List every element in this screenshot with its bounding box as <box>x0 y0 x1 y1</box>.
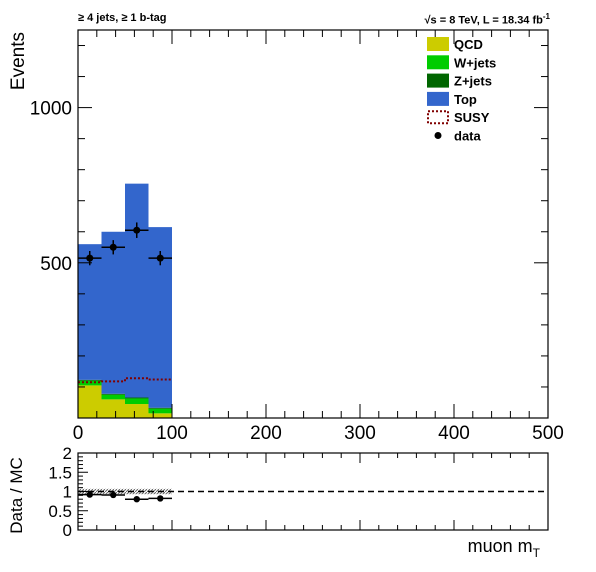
bar-qcd-bin-1 <box>101 399 125 418</box>
bar-zjets-bin-3 <box>148 407 172 409</box>
x-tick-label-400: 400 <box>438 423 470 444</box>
x-tick-label-300: 300 <box>344 423 376 444</box>
ratio-point-2 <box>133 496 140 503</box>
x-tick-label-100: 100 <box>156 423 188 444</box>
ratio-y-tick-label-1: 1 <box>63 483 72 502</box>
data-point-0 <box>86 254 94 262</box>
bar-qcd-bin-3 <box>148 413 172 418</box>
energy-lumi-label: √s = 8 TeV, L = 18.34 fb-1 <box>425 12 550 27</box>
bar-top-bin-1 <box>101 231 125 394</box>
bar-wjets-bin-0 <box>78 380 102 386</box>
ratio-y-tick-label-2: 2 <box>63 444 72 463</box>
bar-top-bin-0 <box>78 244 102 380</box>
bar-wjets-bin-1 <box>101 394 125 400</box>
susy-line <box>78 377 172 384</box>
legend-swatch-zjets <box>427 73 449 88</box>
data-point-1 <box>109 243 117 251</box>
ratio-y-axis-label: Data / MC <box>7 457 26 534</box>
ratio-panel: 00.511.52 Data / MC muon mT <box>7 444 549 560</box>
bar-zjets-bin-1 <box>101 393 125 395</box>
ratio-y-tick-label-0.5: 0.5 <box>48 502 72 521</box>
legend-swatch-top <box>427 91 449 106</box>
legend-label-1: W+jets <box>454 55 496 70</box>
ratio-y-tick-label-1.5: 1.5 <box>48 463 72 482</box>
ratio-band-bin-2 <box>125 488 149 495</box>
bar-top-bin-2 <box>125 183 149 398</box>
ratio-point-0 <box>86 491 93 498</box>
bar-top-bin-3 <box>148 227 172 408</box>
bar-wjets-bin-3 <box>148 408 172 414</box>
legend-swatch-wjets <box>427 55 449 70</box>
data-point-3 <box>156 254 164 262</box>
legend-swatch-qcd <box>427 37 449 51</box>
plot-frame <box>77 29 549 419</box>
x-tick-label-200: 200 <box>250 423 282 444</box>
legend-swatch-data <box>434 132 442 139</box>
x-tick-label-500: 500 <box>532 423 564 444</box>
x-axis-label-subscript: T <box>533 546 541 560</box>
y-axis-label: Events <box>8 32 29 90</box>
x-tick-label-0: 0 <box>73 423 84 444</box>
bar-zjets-bin-2 <box>125 397 149 399</box>
ratio-y-tick-label-0: 0 <box>63 521 72 540</box>
legend-swatch-susy <box>427 110 449 125</box>
legend-label-4: SUSY <box>454 110 490 125</box>
legend-label-5: data <box>454 129 482 144</box>
data-point-2 <box>133 226 141 234</box>
bar-qcd-bin-0 <box>78 385 102 418</box>
bar-wjets-bin-2 <box>125 398 149 405</box>
energy-lumi-text: √s = 8 TeV, L = 18.34 fb <box>424 14 543 27</box>
selection-label: ≥ 4 jets, ≥ 1 b-tag <box>78 12 167 24</box>
y-tick-label-500: 500 <box>40 254 72 275</box>
x-axis-label-text: muon m <box>468 536 533 556</box>
x-axis-label: muon mT <box>468 536 541 560</box>
legend-label-3: Top <box>454 92 477 107</box>
y-tick-label-1000: 1000 <box>30 99 72 120</box>
ratio-point-1 <box>110 491 117 499</box>
lumi-exponent: -1 <box>542 12 550 21</box>
bar-zjets-bin-0 <box>78 379 102 381</box>
legend-label-2: Z+jets <box>454 74 492 89</box>
legend-label-0: QCD <box>454 37 483 52</box>
bar-qcd-bin-2 <box>125 404 149 418</box>
ratio-point-3 <box>157 495 164 502</box>
